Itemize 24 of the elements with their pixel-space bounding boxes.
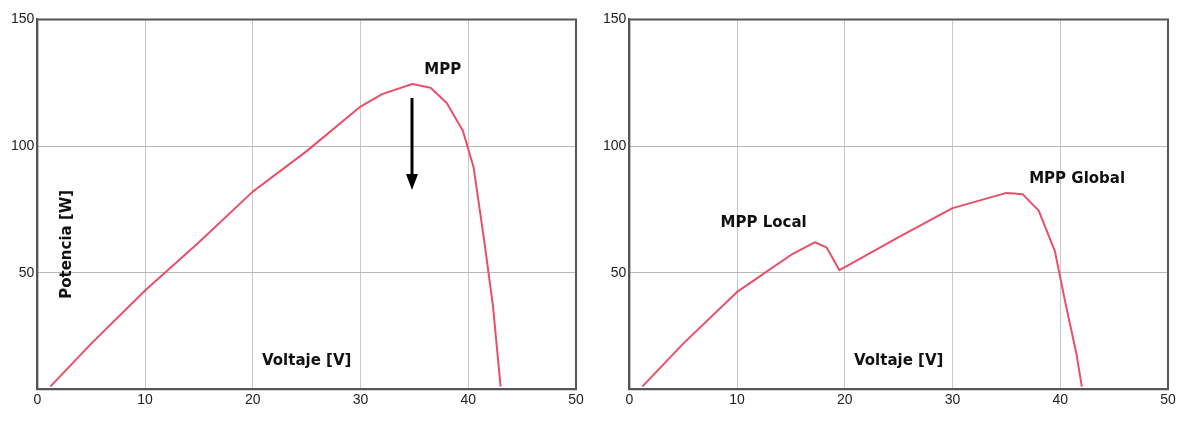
x-tick-label: 30	[944, 391, 961, 408]
x-tick-label: 0	[33, 391, 42, 408]
x-tick-label: 0	[625, 391, 634, 408]
annotation: MPP	[424, 60, 462, 79]
x-tick-label: 50	[568, 391, 584, 408]
y-tick-label: 100	[603, 136, 627, 153]
x-tick-label: 10	[137, 391, 154, 408]
y-tick-label: 50	[18, 263, 35, 280]
x-axis-title: Voltaje [V]	[261, 351, 352, 370]
annotation: MPP Local	[720, 212, 807, 231]
x-tick-label: 30	[352, 391, 369, 408]
y-tick-label: 150	[11, 10, 35, 27]
y-tick-label: 50	[610, 263, 627, 280]
y-tick-label: 100	[11, 136, 35, 153]
x-tick-label: 40	[1052, 391, 1069, 408]
x-tick-label: 10	[729, 391, 746, 408]
x-tick-label: 20	[837, 391, 853, 408]
y-axis-title: Potencia [W]	[57, 189, 76, 299]
annotation: MPP Global	[1029, 169, 1126, 188]
x-tick-label: 50	[1160, 391, 1176, 408]
x-tick-label: 40	[460, 391, 477, 408]
x-axis-title: Voltaje [V]	[853, 351, 944, 370]
x-tick-label: 20	[245, 391, 261, 408]
y-tick-label: 150	[603, 10, 627, 27]
